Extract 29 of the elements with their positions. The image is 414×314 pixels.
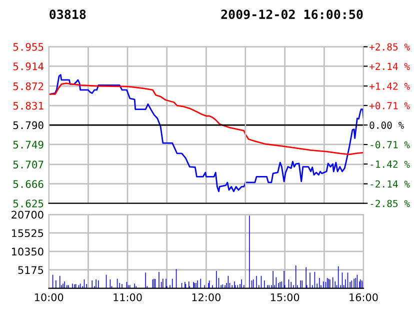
text: -2.14 % [370, 180, 410, 188]
x-tick-label: 10:00 [34, 293, 64, 302]
y-tick-label: 5.790 [13, 121, 44, 130]
text: 0.00 % [370, 122, 404, 129]
text: -1.42 % [370, 160, 410, 168]
text: +2.14 % [369, 62, 410, 70]
y-tick-label: 5.831 [13, 102, 44, 110]
y-tick-label: 5.666 [13, 180, 44, 188]
text: -2.85 % [370, 200, 410, 208]
y-tick-label: 5175 [18, 266, 44, 274]
text: +2.85 % [369, 43, 410, 51]
y-tick-label: 10350 [12, 248, 44, 256]
y-tick-label: 20700 [12, 210, 44, 219]
text: -0.71 % [370, 141, 410, 148]
chart-subtitle: 2009-12-02 16:00:50 [221, 10, 363, 20]
text: +1.42 % [369, 82, 410, 90]
x-tick-label: 11:00 [114, 293, 142, 302]
text: +0.71 % [369, 102, 410, 110]
y-tick-label: 5.872 [13, 82, 44, 90]
chart-title: 03818 [50, 10, 86, 20]
x-tick-label: 12:00 [192, 293, 220, 302]
y-tick-label: 5.955 [13, 42, 44, 51]
y-tick-label: 5.749 [13, 140, 44, 149]
x-tick-label: 16:00 [350, 293, 378, 302]
y-tick-label: 5.625 [13, 200, 44, 208]
y-tick-label: 15525 [12, 229, 44, 238]
x-tick-label: 15:00 [270, 293, 300, 302]
y-tick-label: 5.707 [13, 160, 44, 169]
y-tick-label: 5.914 [13, 62, 44, 70]
